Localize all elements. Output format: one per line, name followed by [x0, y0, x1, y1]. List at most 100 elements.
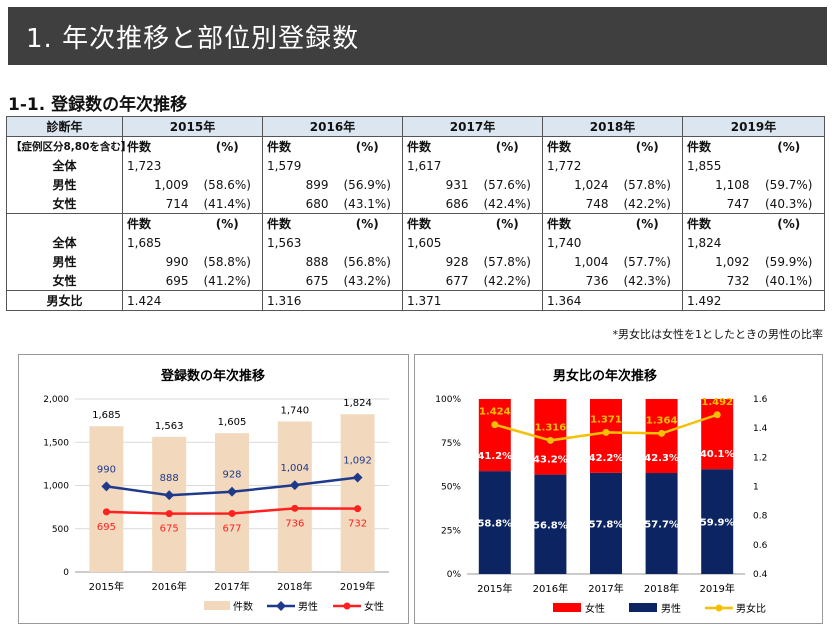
female-count: 748: [542, 194, 613, 214]
total-count: 1,740: [547, 235, 582, 250]
case-class-label: 【症例区分8,80を含む】: [6, 136, 131, 156]
x-tick-label: 2018年: [277, 580, 312, 593]
bar-count: [152, 436, 187, 572]
legend-swatch-male: [629, 603, 657, 612]
bar-data-label: 1,824: [343, 398, 372, 409]
legend-label: 女性: [585, 602, 605, 615]
chart-title: 登録数の年次推移: [160, 368, 265, 384]
stack-bar-male: [645, 473, 678, 574]
female-pct-label: 40.1%: [700, 449, 735, 460]
male-label: 男性: [6, 175, 123, 194]
male-pct: (59.9%): [753, 252, 825, 271]
table-subheader-row-2: 件数 (%) 件数 (%) 件数 (%) 件数 (%) 件数 (%): [6, 213, 825, 233]
y-tick-label: 0%: [447, 570, 462, 580]
y-tick-label: 0: [63, 568, 69, 578]
x-tick-label: 2018年: [644, 582, 679, 595]
male-point: [227, 486, 237, 497]
ratio-point: [713, 411, 721, 419]
male-count: 899: [305, 177, 329, 192]
ratio-label: 1.424: [479, 407, 511, 418]
stack-bar-female: [478, 399, 511, 472]
male-count: 1,009: [154, 177, 189, 192]
pct-header: (%): [472, 213, 543, 233]
female-count: 736: [542, 271, 613, 291]
bar-data-label: 1,740: [280, 405, 309, 416]
legend-marker-ratio: [715, 604, 723, 612]
female-count: 714: [122, 194, 193, 214]
legend-label: 男性: [298, 600, 318, 613]
female-pct: (43.2%): [332, 271, 403, 291]
male-count: 931: [445, 177, 469, 192]
total-pct-empty: [612, 233, 683, 252]
female-point-label: 695: [97, 522, 116, 533]
y2-tick-label: 1.2: [753, 453, 767, 463]
total-pct-empty: [332, 156, 403, 175]
legend-label: 男性: [661, 602, 681, 615]
female-point-label: 736: [285, 518, 304, 529]
y-tick-label: 2,000: [43, 395, 69, 405]
y-tick-label: 75%: [441, 439, 461, 449]
year-header: 2017年: [402, 116, 543, 137]
male-point-label: 928: [222, 470, 241, 481]
female-pct: (41.2%): [192, 271, 263, 291]
female-point: [165, 510, 173, 518]
registration-table: 診断年 2015年 2016年 2017年 2018年 2019年 【症例区分8,80を含む…: [6, 116, 825, 311]
ratio-point: [546, 436, 554, 444]
table-subheader-row-1: 【症例区分8,80を含む】 件数 (%) 件数 (%) 件数 (%) 件数 (%) 件数 (%): [6, 136, 825, 156]
bar-count: [215, 433, 249, 572]
ratio-note: *男女比は女性を1としたときの男性の比率: [612, 328, 824, 341]
male-count: 990: [165, 254, 189, 269]
total-pct-empty: [753, 233, 825, 252]
female-pct-label: 41.2%: [477, 451, 512, 462]
chart-title: 男女比の年次推移: [553, 368, 657, 384]
total-pct-empty: [192, 156, 263, 175]
bar-data-label: 1,563: [155, 421, 184, 432]
legend-label: 女性: [364, 600, 384, 613]
stack-bar-male: [534, 474, 567, 574]
pct-header: (%): [192, 136, 263, 156]
legend-swatch-female: [553, 603, 581, 612]
table-row: 男性 990 (58.8%) 888 (56.8%) 928 (57.8%) 1,004 (57…: [6, 252, 825, 271]
female-count: 686: [402, 194, 473, 214]
male-count: 928: [445, 254, 469, 269]
y-tick-label: 50%: [441, 483, 461, 493]
female-pct-label: 42.3%: [644, 453, 679, 464]
male-pct: (57.8%): [472, 252, 543, 271]
y-tick-label: 500: [52, 525, 69, 535]
female-point: [228, 509, 236, 517]
female-pct: (40.3%): [753, 194, 825, 214]
female-pct: (42.2%): [472, 271, 543, 291]
total-pct-empty: [472, 233, 543, 252]
female-pct: (43.1%): [332, 194, 403, 214]
total-pct-empty: [192, 233, 263, 252]
male-pct: (59.7%): [753, 175, 825, 194]
table-row: 全体 1,685 1,563 1,605 1,740 1,824: [6, 233, 825, 252]
male-count: 1,024: [574, 177, 609, 192]
total-count: 1,605: [407, 235, 442, 250]
female-pct: (42.3%): [612, 271, 683, 291]
count-trend-chart: 登録数の年次推移 0 500 1,000 1,500 2,000 1,685 1,563 1,6…: [43, 368, 389, 613]
male-point: [289, 480, 300, 491]
bar-count: [277, 421, 312, 572]
bar-count: [340, 414, 375, 572]
ratio-value: 1.364: [542, 290, 683, 311]
ratio-row: 男女比 1.424 1.316 1.371 1.364 1.492: [6, 290, 825, 311]
count-header: 件数: [127, 217, 152, 231]
y-tick-label: 25%: [441, 526, 461, 536]
total-pct-empty: [472, 156, 543, 175]
legend-marker-male: [276, 601, 286, 611]
x-tick-label: 2019年: [699, 582, 734, 595]
ratio-value: 1.492: [682, 290, 825, 311]
count-header: 件数: [407, 140, 432, 154]
male-label: 男性: [6, 252, 123, 271]
sex-ratio-chart: 男女比の年次推移 0% 25% 50% 75% 100% 0.4 0.6 0.8 1 1.2 1.4 1…: [435, 368, 767, 615]
female-point-label: 677: [222, 523, 241, 534]
table-row: 男性 1,009 (58.6%) 899 (56.9%) 931 (57.6%) 1,024(…: [6, 175, 825, 194]
ratio-value: 1.371: [402, 290, 543, 311]
year-header: 2016年: [262, 116, 403, 137]
bar-count: [89, 426, 124, 572]
year-header: 2018年: [542, 116, 683, 137]
bar-data-label: 1,685: [92, 410, 121, 421]
x-tick-label: 2016年: [533, 582, 568, 595]
female-count: 732: [682, 271, 754, 291]
